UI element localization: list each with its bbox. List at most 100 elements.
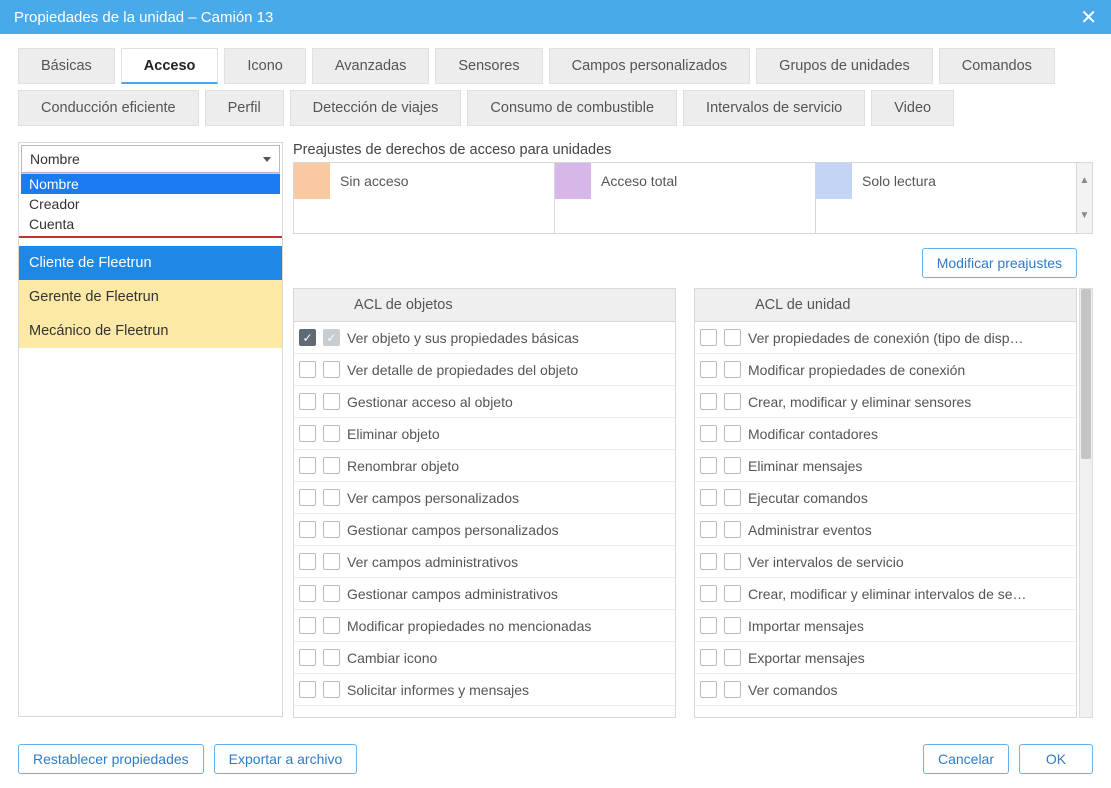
acl-checkbox-1[interactable] xyxy=(299,457,316,474)
acl-checkbox-2[interactable] xyxy=(323,617,340,634)
acl-object-list: ✓✓Ver objeto y sus propiedades básicasVe… xyxy=(294,322,675,706)
acl-row: Crear, modificar y eliminar sensores xyxy=(695,386,1076,418)
tab-intervalos-de-servicio[interactable]: Intervalos de servicio xyxy=(683,90,865,126)
acl-row: Cambiar icono xyxy=(294,642,675,674)
acl-checkbox-1[interactable] xyxy=(299,649,316,666)
tab-sensores[interactable]: Sensores xyxy=(435,48,542,84)
close-icon[interactable]: ✕ xyxy=(1080,5,1097,30)
tab-avanzadas[interactable]: Avanzadas xyxy=(312,48,429,84)
acl-row: Eliminar objeto xyxy=(294,418,675,450)
acl-checkbox-1[interactable] xyxy=(299,393,316,410)
acl-checkbox-2[interactable] xyxy=(724,393,741,410)
acl-checkbox-1[interactable] xyxy=(299,553,316,570)
preset-swatch xyxy=(294,163,330,199)
acl-checkbox-2[interactable] xyxy=(724,361,741,378)
acl-checkbox-2[interactable] xyxy=(323,361,340,378)
acl-label: Gestionar campos personalizados xyxy=(347,522,559,538)
cancel-button[interactable]: Cancelar xyxy=(923,744,1009,774)
acl-checkbox-2[interactable]: ✓ xyxy=(323,329,340,346)
acl-label: Gestionar acceso al objeto xyxy=(347,394,513,410)
modify-presets-button[interactable]: Modificar preajustes xyxy=(922,248,1077,278)
preset-swatch xyxy=(555,163,591,199)
preset-cell[interactable]: Sin acceso xyxy=(294,163,555,199)
tab-comandos[interactable]: Comandos xyxy=(939,48,1055,84)
acl-checkbox-2[interactable] xyxy=(323,553,340,570)
acl-row: ✓✓Ver objeto y sus propiedades básicas xyxy=(294,322,675,354)
tab-grupos-de-unidades[interactable]: Grupos de unidades xyxy=(756,48,933,84)
acl-checkbox-1[interactable] xyxy=(700,617,717,634)
acl-checkbox-2[interactable] xyxy=(724,681,741,698)
user-item[interactable]: Gerente de Fleetrun xyxy=(19,280,282,314)
acl-checkbox-1[interactable] xyxy=(700,681,717,698)
acl-checkbox-1[interactable] xyxy=(299,489,316,506)
acl-checkbox-1[interactable] xyxy=(700,393,717,410)
sort-selector[interactable]: Nombre xyxy=(21,145,280,173)
user-item[interactable]: Cliente de Fleetrun xyxy=(19,246,282,280)
presets-scroll[interactable]: ▲ ▼ xyxy=(1076,163,1092,233)
tab-básicas[interactable]: Básicas xyxy=(18,48,115,84)
acl-row: Ver comandos xyxy=(695,674,1076,706)
scroll-up-icon[interactable]: ▲ xyxy=(1077,163,1092,198)
acl-scrollbar[interactable] xyxy=(1079,288,1093,718)
scrollbar-thumb[interactable] xyxy=(1081,289,1091,459)
acl-checkbox-2[interactable] xyxy=(724,617,741,634)
acl-checkbox-1[interactable] xyxy=(299,361,316,378)
tab-acceso[interactable]: Acceso xyxy=(121,48,219,84)
acl-checkbox-2[interactable] xyxy=(323,489,340,506)
ok-button[interactable]: OK xyxy=(1019,744,1093,774)
acl-row: Eliminar mensajes xyxy=(695,450,1076,482)
sort-option-nombre[interactable]: Nombre xyxy=(21,174,280,194)
acl-checkbox-2[interactable] xyxy=(323,681,340,698)
preset-cell[interactable]: Solo lectura xyxy=(816,163,1076,199)
acl-checkbox-2[interactable] xyxy=(724,329,741,346)
acl-row: Importar mensajes xyxy=(695,610,1076,642)
acl-checkbox-1[interactable]: ✓ xyxy=(299,329,316,346)
acl-checkbox-1[interactable] xyxy=(700,457,717,474)
acl-checkbox-2[interactable] xyxy=(724,553,741,570)
tab-perfil[interactable]: Perfil xyxy=(205,90,284,126)
scroll-down-icon[interactable]: ▼ xyxy=(1077,198,1092,233)
acl-checkbox-1[interactable] xyxy=(700,425,717,442)
export-button[interactable]: Exportar a archivo xyxy=(214,744,358,774)
acl-checkbox-2[interactable] xyxy=(724,521,741,538)
acl-checkbox-2[interactable] xyxy=(323,393,340,410)
acl-checkbox-2[interactable] xyxy=(724,425,741,442)
acl-checkbox-2[interactable] xyxy=(323,425,340,442)
acl-checkbox-1[interactable] xyxy=(700,489,717,506)
acl-row: Gestionar campos personalizados xyxy=(294,514,675,546)
sort-option-cuenta[interactable]: Cuenta xyxy=(21,214,280,234)
acl-checkbox-1[interactable] xyxy=(700,361,717,378)
acl-checkbox-1[interactable] xyxy=(700,553,717,570)
tab-video[interactable]: Video xyxy=(871,90,954,126)
acl-row: Modificar propiedades no mencionadas xyxy=(294,610,675,642)
tab-campos-personalizados[interactable]: Campos personalizados xyxy=(549,48,751,84)
acl-checkbox-2[interactable] xyxy=(724,457,741,474)
acl-checkbox-1[interactable] xyxy=(299,617,316,634)
acl-checkbox-2[interactable] xyxy=(323,649,340,666)
acl-checkbox-2[interactable] xyxy=(724,649,741,666)
acl-checkbox-1[interactable] xyxy=(299,521,316,538)
preset-label: Acceso total xyxy=(591,173,677,189)
acl-checkbox-2[interactable] xyxy=(323,585,340,602)
acl-checkbox-1[interactable] xyxy=(299,425,316,442)
acl-checkbox-2[interactable] xyxy=(724,489,741,506)
acl-checkbox-1[interactable] xyxy=(700,521,717,538)
tab-conducción-eficiente[interactable]: Conducción eficiente xyxy=(18,90,199,126)
user-item[interactable]: Mecánico de Fleetrun xyxy=(19,314,282,348)
acl-checkbox-1[interactable] xyxy=(700,649,717,666)
acl-label: Crear, modificar y eliminar sensores xyxy=(748,394,971,410)
acl-checkbox-1[interactable] xyxy=(299,681,316,698)
acl-checkbox-1[interactable] xyxy=(299,585,316,602)
acl-checkbox-2[interactable] xyxy=(724,585,741,602)
acl-checkbox-2[interactable] xyxy=(323,457,340,474)
sort-option-creador[interactable]: Creador xyxy=(21,194,280,214)
tab-detección-de-viajes[interactable]: Detección de viajes xyxy=(290,90,462,126)
acl-checkbox-1[interactable] xyxy=(700,329,717,346)
tab-icono[interactable]: Icono xyxy=(224,48,305,84)
reset-button[interactable]: Restablecer propiedades xyxy=(18,744,204,774)
tab-consumo-de-combustible[interactable]: Consumo de combustible xyxy=(467,90,677,126)
acl-checkbox-2[interactable] xyxy=(323,521,340,538)
acl-checkbox-1[interactable] xyxy=(700,585,717,602)
presets-title: Preajustes de derechos de acceso para un… xyxy=(293,142,1093,158)
preset-cell[interactable]: Acceso total xyxy=(555,163,816,199)
